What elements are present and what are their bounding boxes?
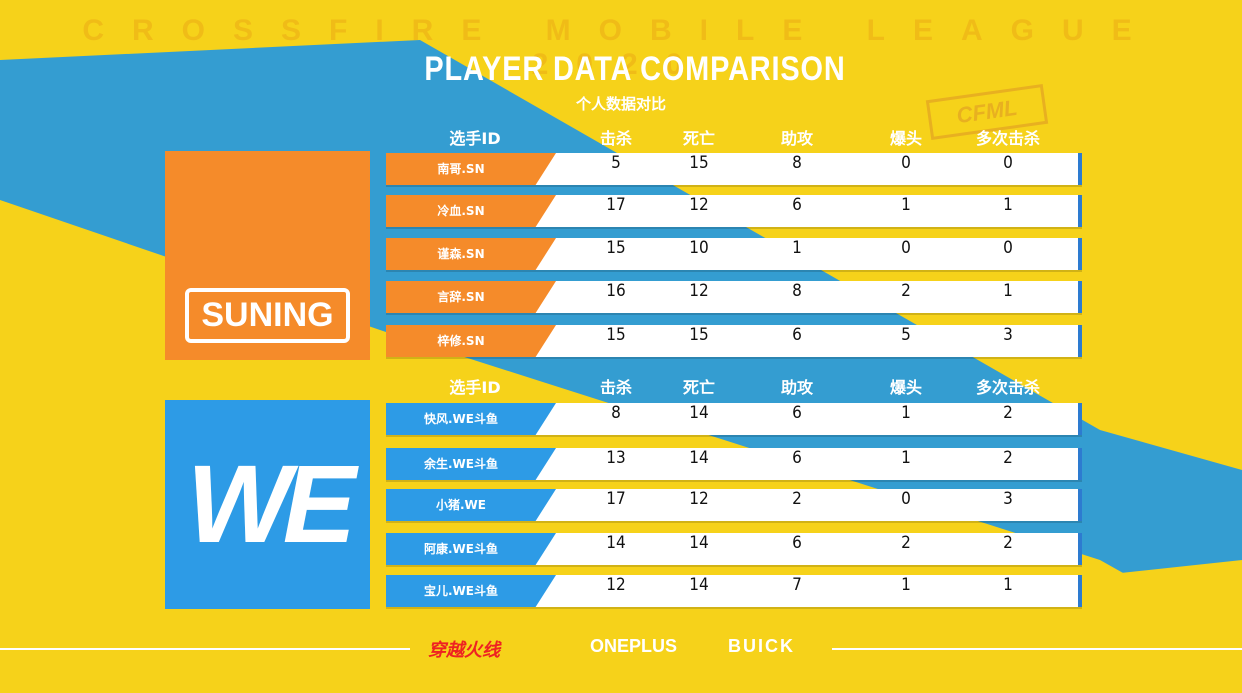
column-header: 死亡 <box>682 129 715 148</box>
column-header: 选手ID <box>449 129 501 148</box>
stat-cell: 8 <box>792 281 802 301</box>
sponsor: BUICK <box>728 636 795 656</box>
player-row: 阿康.WE斗鱼 14 14 6 2 2 <box>386 533 1082 565</box>
player-row: 快风.WE斗鱼 8 14 6 1 2 <box>386 403 1082 435</box>
stat-cell: 14 <box>606 533 626 553</box>
column-header: 死亡 <box>682 378 715 397</box>
stat-cell: 2 <box>1003 448 1013 468</box>
stat-cell: 13 <box>606 448 626 468</box>
column-header: 助攻 <box>780 129 813 148</box>
stat-cell: 10 <box>689 238 709 258</box>
column-header: 选手ID <box>449 378 501 397</box>
stat-cell: 1 <box>901 403 911 423</box>
player-id: 言辞.SN <box>386 281 556 313</box>
stat-cell: 17 <box>606 489 626 509</box>
player-id: 宝儿.WE斗鱼 <box>386 575 556 607</box>
stat-cell: 2 <box>901 281 911 301</box>
stat-cell: 12 <box>689 195 709 215</box>
subtitle: 个人数据对比 <box>575 95 666 113</box>
player-row: 冷血.SN 17 12 6 1 1 <box>386 195 1082 227</box>
player-row: 小猪.WE 17 12 2 0 3 <box>386 489 1082 521</box>
stat-cell: 15 <box>689 325 709 345</box>
stat-cell: 0 <box>1003 238 1013 258</box>
player-row: 南哥.SN 5 15 8 0 0 <box>386 153 1082 185</box>
column-header: 助攻 <box>780 378 813 397</box>
stat-cell: 3 <box>1003 489 1013 509</box>
player-id: 余生.WE斗鱼 <box>386 448 556 480</box>
player-id: 小猪.WE <box>386 489 556 521</box>
column-header: 多次击杀 <box>975 378 1040 397</box>
stat-cell: 0 <box>1003 153 1013 173</box>
stat-cell: 2 <box>901 533 911 553</box>
stat-cell: 1 <box>1003 195 1013 215</box>
stat-cell: 6 <box>792 403 802 423</box>
player-id: 南哥.SN <box>386 153 556 185</box>
stat-cell: 1 <box>901 448 911 468</box>
player-id: 快风.WE斗鱼 <box>386 403 556 435</box>
sponsor: 穿越火线 <box>428 640 500 660</box>
title: PLAYER DATA COMPARISON <box>424 50 846 88</box>
footer-line <box>0 648 410 650</box>
stat-cell: 14 <box>689 533 709 553</box>
stat-cell: 6 <box>792 195 802 215</box>
player-id: 梓修.SN <box>386 325 556 357</box>
stat-cell: 12 <box>689 281 709 301</box>
footer-line <box>832 648 1242 650</box>
stat-cell: 5 <box>901 325 911 345</box>
stat-cell: 15 <box>689 153 709 173</box>
stat-cell: 1 <box>901 195 911 215</box>
stat-cell: 6 <box>792 448 802 468</box>
stat-cell: 6 <box>792 325 802 345</box>
team-name: WE <box>186 443 356 566</box>
player-row: 梓修.SN 15 15 6 5 3 <box>386 325 1082 357</box>
stat-cell: 8 <box>611 403 621 423</box>
background-title: CROSSFIRE MOBILE LEAGUE 2020 <box>82 14 1160 81</box>
player-id: 阿康.WE斗鱼 <box>386 533 556 565</box>
stat-cell: 0 <box>901 153 911 173</box>
team-logo: WE <box>165 400 370 609</box>
stat-cell: 0 <box>901 489 911 509</box>
stat-cell: 2 <box>1003 533 1013 553</box>
player-id: 冷血.SN <box>386 195 556 227</box>
player-row: 余生.WE斗鱼 13 14 6 1 2 <box>386 448 1082 480</box>
stat-cell: 12 <box>689 489 709 509</box>
stat-cell: 1 <box>901 575 911 595</box>
stat-cell: 5 <box>611 153 621 173</box>
stat-cell: 15 <box>606 325 626 345</box>
stat-cell: 7 <box>792 575 802 595</box>
stat-cell: 14 <box>689 448 709 468</box>
player-row: 宝儿.WE斗鱼 12 14 7 1 1 <box>386 575 1082 607</box>
stat-cell: 6 <box>792 533 802 553</box>
player-row: 谨森.SN 15 10 1 0 0 <box>386 238 1082 270</box>
stat-cell: 14 <box>689 575 709 595</box>
stat-cell: 8 <box>792 153 802 173</box>
stat-cell: 17 <box>606 195 626 215</box>
team-name: SUNING <box>185 288 350 343</box>
column-header: 爆头 <box>889 129 922 148</box>
column-header: 多次击杀 <box>975 129 1040 148</box>
stat-cell: 15 <box>606 238 626 258</box>
stat-cell: 14 <box>689 403 709 423</box>
stat-cell: 1 <box>1003 281 1013 301</box>
column-header: 击杀 <box>599 378 632 397</box>
player-row: 言辞.SN 16 12 8 2 1 <box>386 281 1082 313</box>
stat-cell: 3 <box>1003 325 1013 345</box>
stat-cell: 1 <box>792 238 802 258</box>
player-id: 谨森.SN <box>386 238 556 270</box>
stat-cell: 16 <box>606 281 626 301</box>
column-header: 爆头 <box>889 378 922 397</box>
team-logo: SUNING <box>165 151 370 360</box>
column-header: 击杀 <box>599 129 632 148</box>
stat-cell: 12 <box>606 575 626 595</box>
stat-cell: 1 <box>1003 575 1013 595</box>
stat-cell: 2 <box>792 489 802 509</box>
stat-cell: 0 <box>901 238 911 258</box>
sponsor: ONEPLUS <box>590 636 678 656</box>
stat-cell: 2 <box>1003 403 1013 423</box>
